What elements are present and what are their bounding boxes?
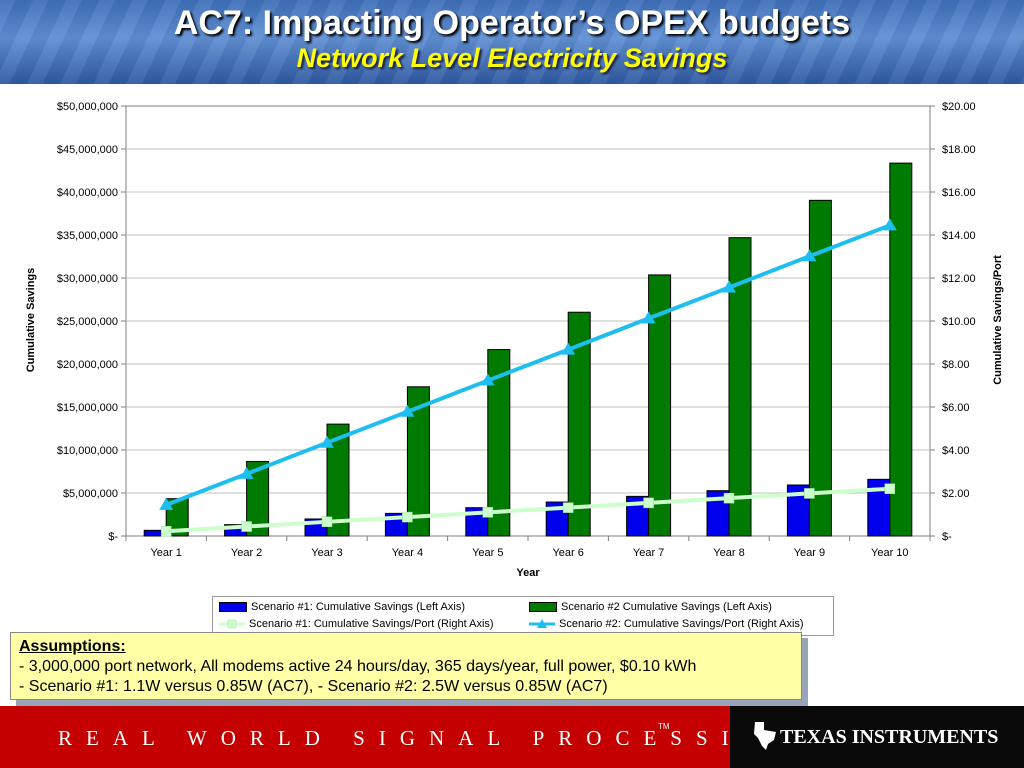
line-scenario1-per-port	[166, 486, 890, 534]
point-scenario2-per-port	[320, 435, 334, 448]
legend-item-s2-line: Scenario #2: Cumulative Savings/Port (Ri…	[529, 616, 804, 632]
axis-layer: $- $- $5,000,000 $2.00 $10,000,000 $4.00 $15,0…	[57, 101, 976, 559]
point-scenario2-per-port	[400, 404, 415, 417]
bar-scenario2	[728, 237, 752, 537]
bar-scenario2	[246, 460, 270, 537]
point-scenario2-per-port	[239, 466, 254, 479]
line-scenario2-per-port	[165, 223, 891, 507]
y2-tick-label: $12.00	[942, 273, 976, 285]
line-layer	[159, 218, 897, 537]
legend-label: Scenario #2 Cumulative Savings (Left Axi…	[561, 601, 772, 613]
x-tick-label: Year 2	[231, 547, 262, 559]
y-tick-label: $50,000,000	[57, 101, 118, 113]
legend-label: Scenario #1: Cumulative Savings/Port (Ri…	[249, 618, 494, 630]
y2-tick-label: $-	[942, 531, 952, 543]
x-tick-label: Year 5	[472, 547, 503, 559]
legend-label: Scenario #2: Cumulative Savings/Port (Ri…	[559, 618, 804, 630]
y-tick-label: $45,000,000	[57, 144, 118, 156]
bar-scenario2	[808, 199, 832, 537]
x-tick-label: Year 9	[794, 547, 825, 559]
point-scenario2-per-port	[480, 373, 495, 386]
point-scenario1-per-port	[643, 497, 654, 509]
brand-name: TEXAS INSTRUMENTS	[780, 726, 999, 748]
savings-chart: $- $- $5,000,000 $2.00 $10,000,000 $4.00 $15,0…	[25, 101, 1004, 579]
legend-swatch	[219, 619, 245, 629]
bar-scenario2	[648, 274, 672, 537]
legend-swatch	[529, 602, 557, 612]
point-scenario1-per-port	[321, 516, 333, 528]
point-scenario2-per-port	[159, 497, 174, 510]
assumptions-heading: Assumptions:	[19, 638, 126, 655]
y-tick-label: $30,000,000	[57, 273, 118, 285]
y-tick-label: $5,000,000	[63, 488, 118, 500]
point-scenario2-per-port	[641, 311, 656, 324]
texas-state-icon	[754, 722, 776, 750]
bar-layer	[143, 162, 913, 537]
point-scenario1-per-port	[241, 521, 252, 532]
x-tick-label: Year 6	[552, 547, 583, 559]
x-tick-label: Year 3	[311, 547, 342, 559]
x-tick-label: Year 1	[150, 547, 181, 559]
assumptions-line-2: - Scenario #1: 1.1W versus 0.85W (AC7), …	[19, 678, 608, 695]
legend-item-s1-bar: Scenario #1: Cumulative Savings (Left Ax…	[219, 599, 465, 615]
point-scenario2-per-port	[802, 249, 817, 262]
y2-axis-label: Cumulative Savings/Port	[992, 255, 1004, 385]
y2-tick-label: $14.00	[942, 230, 976, 242]
y-tick-label: $35,000,000	[57, 230, 118, 242]
y2-tick-label: $2.00	[942, 488, 970, 500]
point-scenario2-per-port	[722, 280, 736, 293]
y2-tick-label: $4.00	[942, 445, 970, 457]
point-scenario1-per-port	[482, 507, 494, 518]
slide-title: AC7: Impacting Operator’s OPEX budgets	[173, 4, 851, 42]
bar-scenario2	[567, 311, 591, 537]
point-scenario1-per-port	[402, 511, 413, 523]
point-scenario2-per-port	[561, 342, 576, 355]
point-scenario2-per-port	[882, 218, 897, 231]
bar-scenario2	[406, 386, 430, 537]
assumptions-box: Assumptions: - 3,000,000 port network, A…	[10, 632, 802, 700]
y-tick-label: $-	[108, 531, 118, 543]
legend-swatch	[219, 602, 247, 612]
x-tick-label: Year 8	[713, 547, 744, 559]
point-scenario1-per-port	[562, 502, 574, 513]
footer-bar: REAL WORLD SIGNAL PROCESSING TM TEXAS IN…	[0, 706, 1024, 768]
trademark-mark: TM	[658, 722, 670, 731]
footer-tagline: REAL WORLD SIGNAL PROCESSING	[58, 726, 801, 750]
brand-logo-area: TEXAS INSTRUMENTS	[730, 706, 1024, 768]
x-axis-label: Year	[516, 567, 540, 579]
legend-item-s1-line: Scenario #1: Cumulative Savings/Port (Ri…	[219, 616, 494, 632]
legend-swatch	[529, 619, 555, 628]
legend-label: Scenario #1: Cumulative Savings (Left Ax…	[251, 601, 465, 613]
bar-scenario2	[326, 423, 350, 537]
y2-tick-label: $18.00	[942, 144, 976, 156]
slide-subtitle: Network Level Electricity Savings	[296, 43, 728, 73]
y-tick-label: $25,000,000	[57, 316, 118, 328]
slide-header: AC7: Impacting Operator’s OPEX budgets N…	[0, 0, 1024, 84]
point-scenario1-per-port	[723, 492, 735, 504]
y2-tick-label: $8.00	[942, 359, 970, 371]
y-tick-label: $10,000,000	[57, 445, 118, 457]
x-tick-label: Year 4	[392, 547, 423, 559]
x-tick-label: Year 7	[633, 547, 664, 559]
y2-tick-label: $10.00	[942, 316, 976, 328]
bar-scenario2	[889, 162, 913, 537]
point-scenario1-per-port	[884, 483, 896, 494]
legend-item-s2-bar: Scenario #2 Cumulative Savings (Left Axi…	[529, 599, 772, 615]
y-axis-label: Cumulative Savings	[25, 268, 37, 373]
chart-legend: Scenario #1: Cumulative Savings (Left Ax…	[212, 596, 834, 636]
y2-tick-label: $20.00	[942, 101, 976, 113]
y2-tick-label: $16.00	[942, 187, 976, 199]
assumptions-line-1: - 3,000,000 port network, All modems act…	[19, 658, 697, 675]
y-tick-label: $20,000,000	[57, 359, 118, 371]
x-tick-label: Year 10	[871, 547, 909, 559]
point-scenario1-per-port	[804, 488, 815, 499]
y-tick-label: $40,000,000	[57, 187, 118, 199]
point-scenario1-per-port	[160, 526, 172, 537]
bar-scenario2	[487, 349, 511, 537]
y2-tick-label: $6.00	[942, 402, 970, 414]
y-tick-label: $15,000,000	[57, 402, 118, 414]
